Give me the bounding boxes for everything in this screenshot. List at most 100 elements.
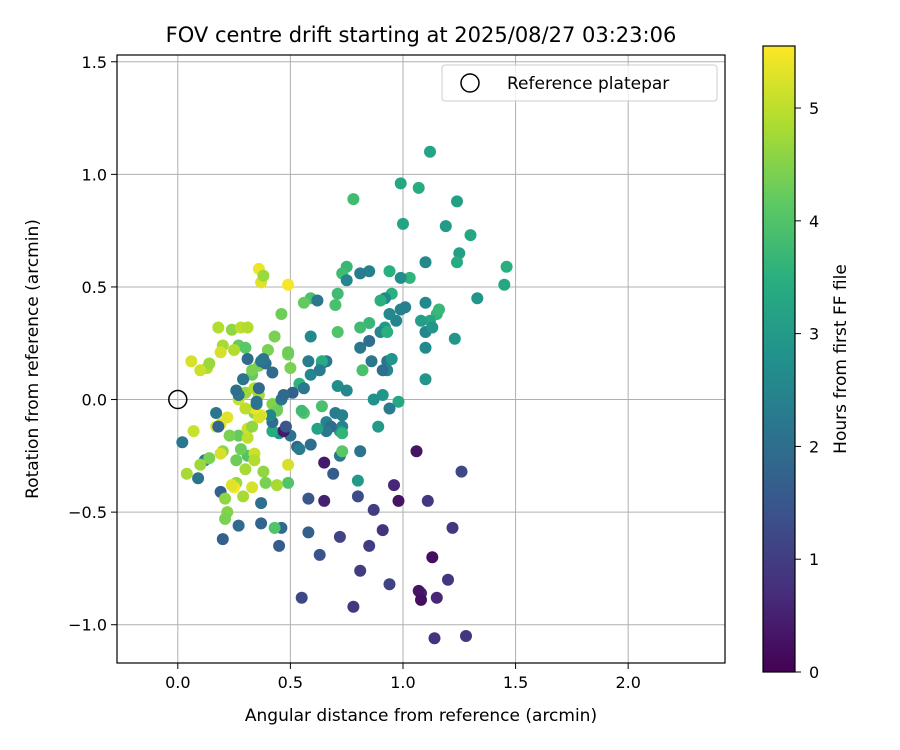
data-point	[293, 443, 306, 456]
data-point	[419, 296, 432, 309]
data-point	[363, 539, 376, 552]
data-point	[219, 492, 232, 505]
data-point	[385, 353, 398, 365]
reference-platepar-marker	[168, 389, 188, 410]
data-point	[383, 265, 396, 278]
data-point	[376, 389, 389, 401]
y-tick-label: 1.5	[82, 53, 107, 72]
data-point	[248, 454, 261, 467]
data-point	[284, 362, 297, 374]
data-point	[255, 497, 268, 510]
plot-frame	[116, 54, 726, 664]
colorbar-tick-label: 3	[809, 325, 819, 344]
data-point	[277, 389, 290, 401]
colorbar-gradient	[762, 45, 796, 673]
data-point	[426, 321, 439, 334]
x-axis-label: Angular distance from reference (arcmin)	[245, 706, 597, 726]
data-point	[239, 341, 252, 354]
data-point	[225, 323, 238, 336]
grid-lines	[117, 55, 725, 663]
legend-box	[441, 64, 718, 102]
data-point	[419, 341, 432, 354]
data-point	[234, 443, 247, 456]
data-points	[176, 145, 513, 645]
data-point	[412, 181, 425, 194]
data-point	[453, 247, 466, 260]
x-tick-label: 1.0	[390, 673, 415, 692]
data-point	[194, 458, 207, 471]
data-point	[351, 490, 364, 503]
data-point	[388, 479, 400, 492]
data-point	[313, 364, 326, 377]
data-point	[194, 364, 207, 377]
legend-reference-marker	[460, 73, 480, 93]
data-point	[419, 256, 432, 269]
data-point	[397, 217, 409, 230]
y-axis-ticks: −1.0 −0.5 0.0 0.5 1.0 1.5	[68, 53, 117, 635]
data-point	[367, 393, 380, 406]
legend: Reference platepar	[441, 64, 718, 102]
data-point	[460, 630, 472, 642]
data-point	[340, 274, 353, 287]
data-point	[219, 512, 232, 525]
data-point	[356, 364, 369, 377]
data-point	[327, 467, 340, 480]
data-point	[252, 382, 265, 395]
data-point	[455, 465, 468, 478]
data-point	[320, 425, 333, 438]
data-point	[266, 425, 279, 438]
data-point	[286, 386, 299, 399]
data-point	[318, 494, 331, 507]
data-point	[498, 278, 511, 291]
data-point	[313, 548, 326, 561]
data-point	[250, 395, 263, 408]
data-point	[257, 269, 270, 282]
data-point	[214, 447, 227, 460]
data-point	[392, 494, 405, 507]
data-point	[180, 467, 193, 480]
y-tick-label: 0.5	[82, 278, 107, 297]
data-point	[333, 530, 346, 543]
data-point	[311, 294, 324, 307]
data-point	[451, 195, 463, 208]
data-point	[230, 454, 243, 467]
data-point	[302, 355, 315, 368]
data-point	[261, 344, 274, 356]
data-point	[419, 373, 432, 386]
data-point	[214, 346, 227, 359]
data-point	[363, 317, 376, 329]
data-point	[187, 425, 200, 438]
data-point	[392, 395, 405, 408]
data-point	[241, 431, 254, 444]
reference-marker	[168, 389, 188, 410]
chart-title: FOV centre drift starting at 2025/08/27 …	[166, 23, 677, 47]
data-point	[340, 384, 353, 397]
data-point	[331, 287, 344, 300]
data-point	[275, 308, 288, 320]
data-point	[232, 519, 245, 532]
data-point	[268, 521, 281, 534]
y-tick-label: −0.5	[68, 503, 107, 522]
data-point	[295, 591, 308, 604]
data-point	[304, 368, 317, 381]
data-point	[273, 539, 286, 552]
data-point	[363, 335, 376, 347]
data-point	[315, 355, 328, 368]
data-point	[415, 314, 427, 327]
data-point	[331, 380, 344, 392]
data-point	[329, 299, 342, 311]
data-point	[372, 420, 385, 433]
data-point	[428, 632, 441, 645]
data-point	[311, 422, 324, 435]
data-point	[430, 591, 443, 604]
data-point	[351, 474, 364, 487]
data-point	[259, 476, 272, 489]
x-tick-label: 2.0	[615, 673, 640, 692]
data-point	[421, 494, 434, 507]
y-tick-label: 0.0	[82, 391, 107, 410]
data-point	[225, 479, 238, 492]
data-point	[192, 472, 205, 485]
data-point	[336, 409, 349, 422]
data-point	[255, 517, 268, 530]
